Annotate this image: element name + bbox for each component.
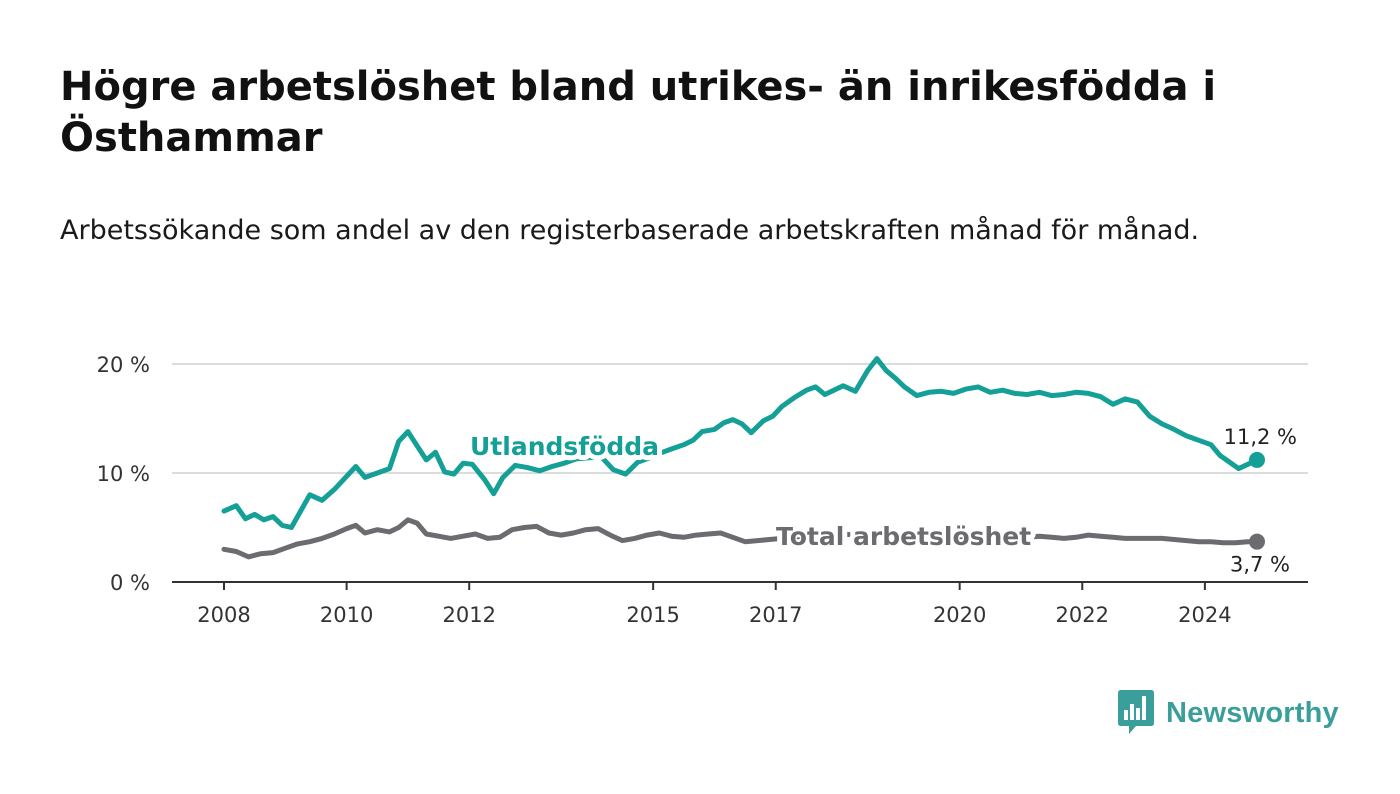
x-tick-label: 2008 xyxy=(197,603,250,627)
series-end-point xyxy=(1249,451,1265,468)
series-name-label: Total arbetslöshet xyxy=(776,522,1031,551)
bar-chart-speech-bubble-icon xyxy=(1118,690,1154,734)
x-tick-label: 2015 xyxy=(626,603,679,627)
series-name-label: Utlandsfödda xyxy=(470,432,659,461)
x-tick-label: 2020 xyxy=(933,603,986,627)
series-line xyxy=(221,356,1260,530)
y-tick-label: 10 % xyxy=(97,462,150,486)
chart-subtitle: Arbetssökande som andel av den registerb… xyxy=(60,215,1200,246)
brand-name: Newsworthy xyxy=(1166,696,1339,729)
x-tick-label: 2024 xyxy=(1178,603,1231,627)
series-end-label: 11,2 % xyxy=(1224,425,1297,449)
x-tick-label: 2012 xyxy=(442,603,495,627)
chart-title: Högre arbetslöshet bland utrikes- än inr… xyxy=(60,64,1217,161)
y-tick-label: 0 % xyxy=(110,571,150,595)
series-end-label: 3,7 % xyxy=(1230,553,1290,577)
series-end-point xyxy=(1249,533,1265,550)
series-line xyxy=(221,517,1260,560)
x-tick-label: 2022 xyxy=(1056,603,1109,627)
x-tick-label: 2010 xyxy=(320,603,373,627)
newsworthy-logo: Newsworthy xyxy=(1118,690,1339,736)
x-tick-label: 2017 xyxy=(749,603,802,627)
y-tick-label: 20 % xyxy=(97,353,150,377)
